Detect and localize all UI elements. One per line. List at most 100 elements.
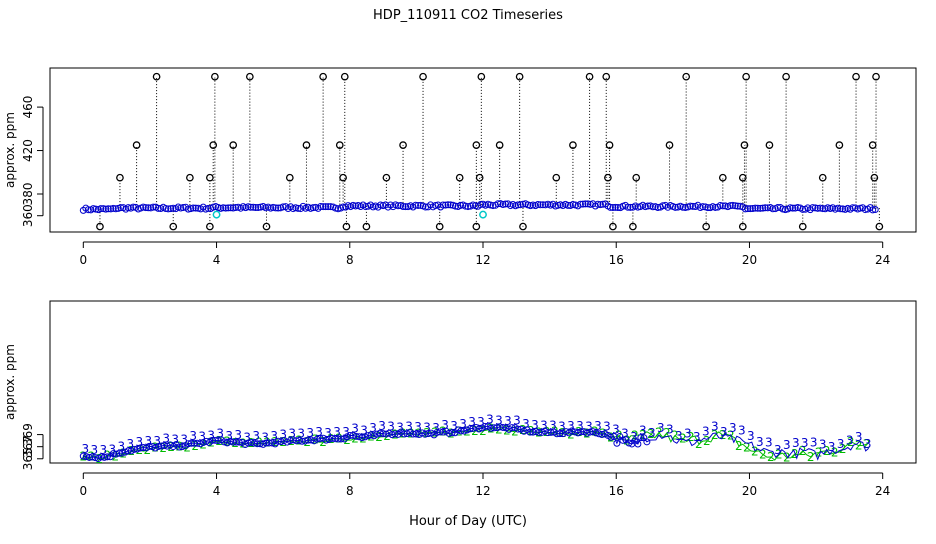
spike-point-high (740, 141, 749, 149)
series-3-label: 3 (774, 443, 782, 457)
series-3-label: 3 (216, 427, 224, 441)
series-2-label: 2 (847, 435, 855, 449)
spike-point-low (702, 222, 711, 231)
data-point (358, 434, 366, 442)
series-3-label: 3 (846, 434, 854, 448)
spike-point-high (604, 173, 612, 182)
data-point (339, 203, 347, 211)
data-point (178, 443, 186, 451)
series-3-label: 3 (198, 430, 206, 444)
data-point (741, 205, 749, 213)
data-point (811, 204, 819, 212)
y-tick-label: 420 (21, 139, 35, 162)
x-tick-label: 0 (79, 253, 87, 267)
data-point (704, 204, 712, 212)
series-2-label: 2 (119, 446, 127, 460)
data-point (744, 205, 752, 213)
data-point (232, 203, 240, 211)
spike-point-high (495, 141, 504, 149)
series-2-label: 2 (663, 426, 671, 440)
data-point (619, 436, 627, 444)
x-tick-label: 16 (609, 253, 624, 267)
series-2-label: 2 (767, 450, 775, 464)
series-3-label: 3 (207, 429, 215, 443)
series-2-label: 2 (647, 427, 655, 441)
data-point (162, 205, 170, 213)
series-3-label: 3 (153, 434, 161, 448)
spike-point-high (682, 72, 691, 81)
data-point (169, 204, 177, 212)
data-point (625, 439, 633, 447)
spike-point-low (875, 222, 884, 231)
data-point (112, 205, 120, 213)
spike-point-high (186, 173, 194, 182)
series-2-label: 2 (335, 431, 343, 445)
data-point (816, 204, 824, 212)
series-3-label: 3 (783, 438, 791, 452)
spike-point-low (362, 222, 371, 231)
series-3-label: 3 (558, 420, 566, 434)
series-2-label: 2 (519, 423, 527, 437)
series-3-label: 3 (189, 429, 197, 443)
series-3-label: 3 (261, 430, 269, 444)
data-point (462, 202, 470, 210)
x-axis-label: Hour of Day (UTC) (409, 514, 527, 529)
x-tick-label: 4 (213, 253, 221, 267)
y-tick-label: 367 (21, 435, 35, 458)
series-3-label: 3 (864, 437, 872, 451)
data-point (644, 202, 652, 210)
series-2-label: 2 (815, 446, 823, 460)
series-3-label: 3 (387, 419, 395, 433)
series-3-label: 3 (333, 425, 341, 439)
series-3-label: 3 (801, 436, 809, 450)
data-point (634, 440, 642, 448)
series-2-label: 2 (215, 434, 223, 448)
series-3-label: 3 (90, 443, 98, 457)
data-point (611, 203, 619, 211)
series-3-label: 3 (405, 420, 413, 434)
data-point (534, 200, 542, 208)
data-point (499, 423, 507, 431)
series-3-label: 3 (567, 419, 575, 433)
spike-point-high (472, 141, 481, 149)
x-axis: 0 4 8 12 16 20 24 (79, 241, 890, 267)
data-point (681, 203, 689, 211)
series-3-label: 3 (315, 425, 323, 439)
data-point (679, 203, 687, 211)
data-point (184, 205, 192, 213)
spike-point-low (96, 222, 104, 231)
data-point (227, 204, 235, 212)
series-3-label: 3 (243, 430, 251, 444)
data-point (107, 205, 115, 213)
data-point (149, 203, 157, 211)
series-3-label: 3 (702, 424, 710, 438)
x-tick-label: 8 (346, 484, 354, 498)
data-point (536, 201, 544, 209)
data-point (734, 202, 742, 210)
data-point (699, 203, 707, 211)
data-point (222, 204, 230, 212)
data-point (576, 200, 584, 208)
plot-frame (49, 67, 917, 233)
data-point (516, 201, 524, 209)
data-point (142, 204, 150, 212)
spike-point-high (319, 72, 327, 81)
data-point (789, 204, 797, 212)
series-3-label: 3 (648, 426, 656, 440)
data-point (164, 205, 172, 213)
series-2-label: 2 (311, 433, 319, 447)
data-point (649, 203, 657, 211)
series-3-label: 3 (324, 426, 332, 440)
data-point (731, 202, 739, 210)
series-3-label: 3 (756, 435, 764, 449)
series-2-label: 2 (359, 432, 367, 446)
data-point (754, 204, 762, 212)
series-3-label: 3 (531, 418, 539, 432)
data-point (464, 203, 472, 211)
data-point (799, 205, 807, 213)
data-point (317, 203, 325, 211)
x-tick-label: 20 (742, 484, 757, 498)
data-point (761, 204, 769, 212)
